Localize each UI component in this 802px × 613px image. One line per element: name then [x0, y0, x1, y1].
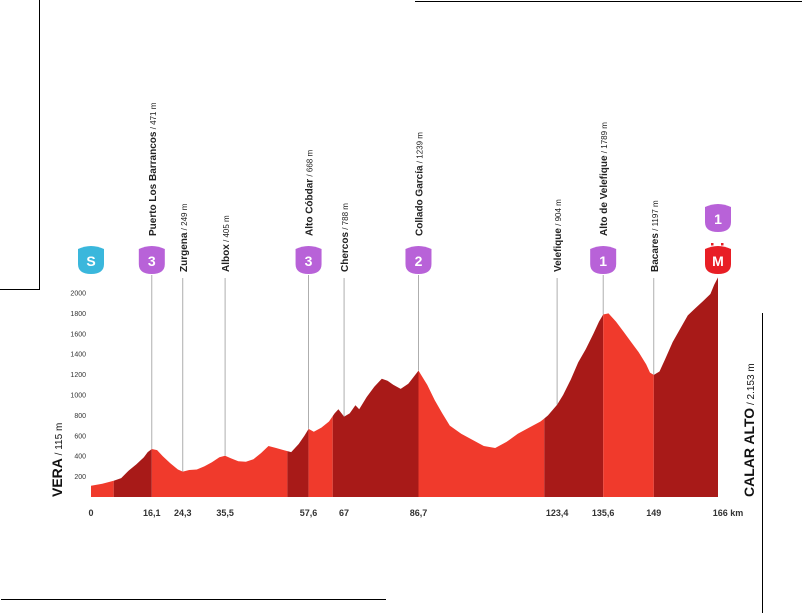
waypoint-label: Puerto Los Barrancos / 471 m	[148, 102, 159, 236]
profile-segment-9	[603, 313, 654, 497]
finish-badge	[705, 246, 731, 274]
y-tick-label: 400	[74, 454, 86, 461]
finish-flag-square	[706, 243, 709, 246]
waypoint-altitude: / 1197 m	[651, 200, 660, 233]
start-altitude: / 115 m	[54, 423, 65, 458]
x-tick-label: 123,4	[546, 508, 569, 518]
waypoint-label: Collado García / 1239 m	[414, 132, 425, 236]
start-badge	[78, 246, 104, 274]
waypoint-label: Bacares / 1197 m	[650, 200, 661, 272]
profile-segment-3	[151, 446, 288, 497]
waypoint-name: Alto de Velefique	[599, 155, 610, 236]
finish-altitude: / 2.153 m	[746, 363, 757, 407]
profile-segment-10	[653, 277, 718, 497]
waypoint-altitude: / 668 m	[306, 150, 315, 179]
kom-badge	[138, 246, 165, 274]
kom-badge-label: 3	[305, 253, 313, 269]
x-tick-label: 67	[339, 508, 349, 518]
kom-badge	[295, 246, 322, 274]
x-tick-label: 86,7	[410, 508, 428, 518]
profile-segments	[91, 277, 718, 497]
finish-flag-square	[711, 243, 714, 246]
finish-flag-square	[721, 243, 724, 246]
x-tick-label: 149	[646, 508, 661, 518]
x-tick-label: 24,3	[174, 508, 192, 518]
profile-segment-7	[418, 370, 545, 497]
right-frame-box	[762, 313, 802, 613]
waypoint-name: Alto Cóbdar	[305, 179, 316, 236]
finish-kom-badge	[705, 204, 731, 232]
finish-name: CALAR ALTO	[741, 408, 757, 497]
y-tick-label: 200	[74, 474, 86, 481]
x-tick-label: 16,1	[143, 508, 161, 518]
waypoint-label: Chercos / 788 m	[340, 203, 351, 272]
x-tick-label: 135,6	[592, 508, 615, 518]
y-tick-label: 1000	[70, 393, 86, 400]
y-tick-label: 1400	[70, 352, 86, 359]
bottom-divider-line	[1, 599, 386, 600]
waypoint-name: Albox	[221, 244, 232, 272]
waypoint-altitude: / 249 m	[180, 203, 189, 232]
kom-badge-label: 1	[599, 253, 607, 269]
x-axis: 0 16,1 24,3 35,5 57,6 67 86,7 123,4 135,6 149 166 …	[88, 508, 743, 518]
waypoint-altitude: / 1239 m	[415, 132, 424, 166]
waypoint-label: Alto de Velefique / 1789 m	[599, 122, 610, 236]
profile-segment-1	[91, 480, 114, 497]
waypoint-label: Albox / 405 m	[221, 215, 232, 272]
x-tick-label: 57,6	[300, 508, 318, 518]
y-tick-label: 600	[74, 433, 86, 440]
finish-badge-label: M	[712, 253, 724, 269]
left-frame-box	[0, 0, 40, 290]
waypoint-label: Velefique / 904 m	[553, 199, 564, 272]
y-tick-label: 800	[74, 413, 86, 420]
waypoint-altitude: / 788 m	[341, 203, 350, 232]
y-tick-label: 1800	[70, 311, 86, 318]
profile-segment-2	[113, 449, 152, 497]
waypoint-name: Zurgena	[179, 232, 190, 272]
y-tick-label: 1200	[70, 372, 86, 379]
waypoint-label: Zurgena / 249 m	[179, 203, 190, 272]
waypoint-name: Collado García	[414, 165, 425, 236]
waypoint-label: Alto Cóbdar / 668 m	[305, 150, 316, 236]
kom-badge	[590, 246, 617, 274]
waypoint-guides	[151, 275, 655, 472]
waypoint-labels: Puerto Los Barrancos / 471 m Zurgena / 24…	[148, 102, 661, 272]
waypoint-name: Velefique	[553, 228, 564, 272]
y-tick-label: 2000	[70, 291, 86, 298]
y-tick-label: 1600	[70, 331, 86, 338]
waypoint-altitude: / 904 m	[554, 199, 563, 228]
waypoint-name: Chercos	[340, 232, 351, 272]
start-location-label: VERA / 115 m	[49, 423, 65, 497]
top-divider-line	[415, 1, 802, 2]
profile-segment-8	[544, 314, 604, 497]
waypoint-altitude: / 471 m	[149, 102, 158, 131]
x-tick-label: 166 km	[713, 508, 744, 518]
x-tick-label: 35,5	[216, 508, 234, 518]
profile-segment-4	[287, 428, 309, 497]
finish-kom-badge-label: 1	[714, 211, 722, 227]
kom-badge-label: 2	[415, 253, 423, 269]
y-axis: 200 400 600 800 1000 1200 1400 1600 1800 2000	[70, 291, 86, 482]
waypoint-altitude: / 1789 m	[600, 122, 609, 156]
finish-location-label: CALAR ALTO / 2.153 m	[741, 363, 757, 497]
start-badge-label: S	[86, 253, 95, 269]
kom-badge	[405, 246, 432, 274]
profile-segment-6	[332, 370, 419, 497]
waypoint-name: Puerto Los Barrancos	[148, 131, 159, 236]
waypoint-name: Bacares	[650, 233, 661, 272]
start-finish-labels: VERA / 115 m CALAR ALTO / 2.153 m	[49, 363, 757, 497]
finish-flag-square	[716, 243, 719, 246]
waypoint-altitude: / 405 m	[222, 215, 231, 244]
x-tick-label: 0	[88, 508, 93, 518]
kom-badge-label: 3	[148, 253, 156, 269]
category-badges: 3 3 2 1 S 1 M	[78, 204, 731, 274]
start-name: VERA	[49, 458, 65, 497]
profile-segment-5	[308, 416, 333, 497]
finish-flag-square	[726, 243, 729, 246]
